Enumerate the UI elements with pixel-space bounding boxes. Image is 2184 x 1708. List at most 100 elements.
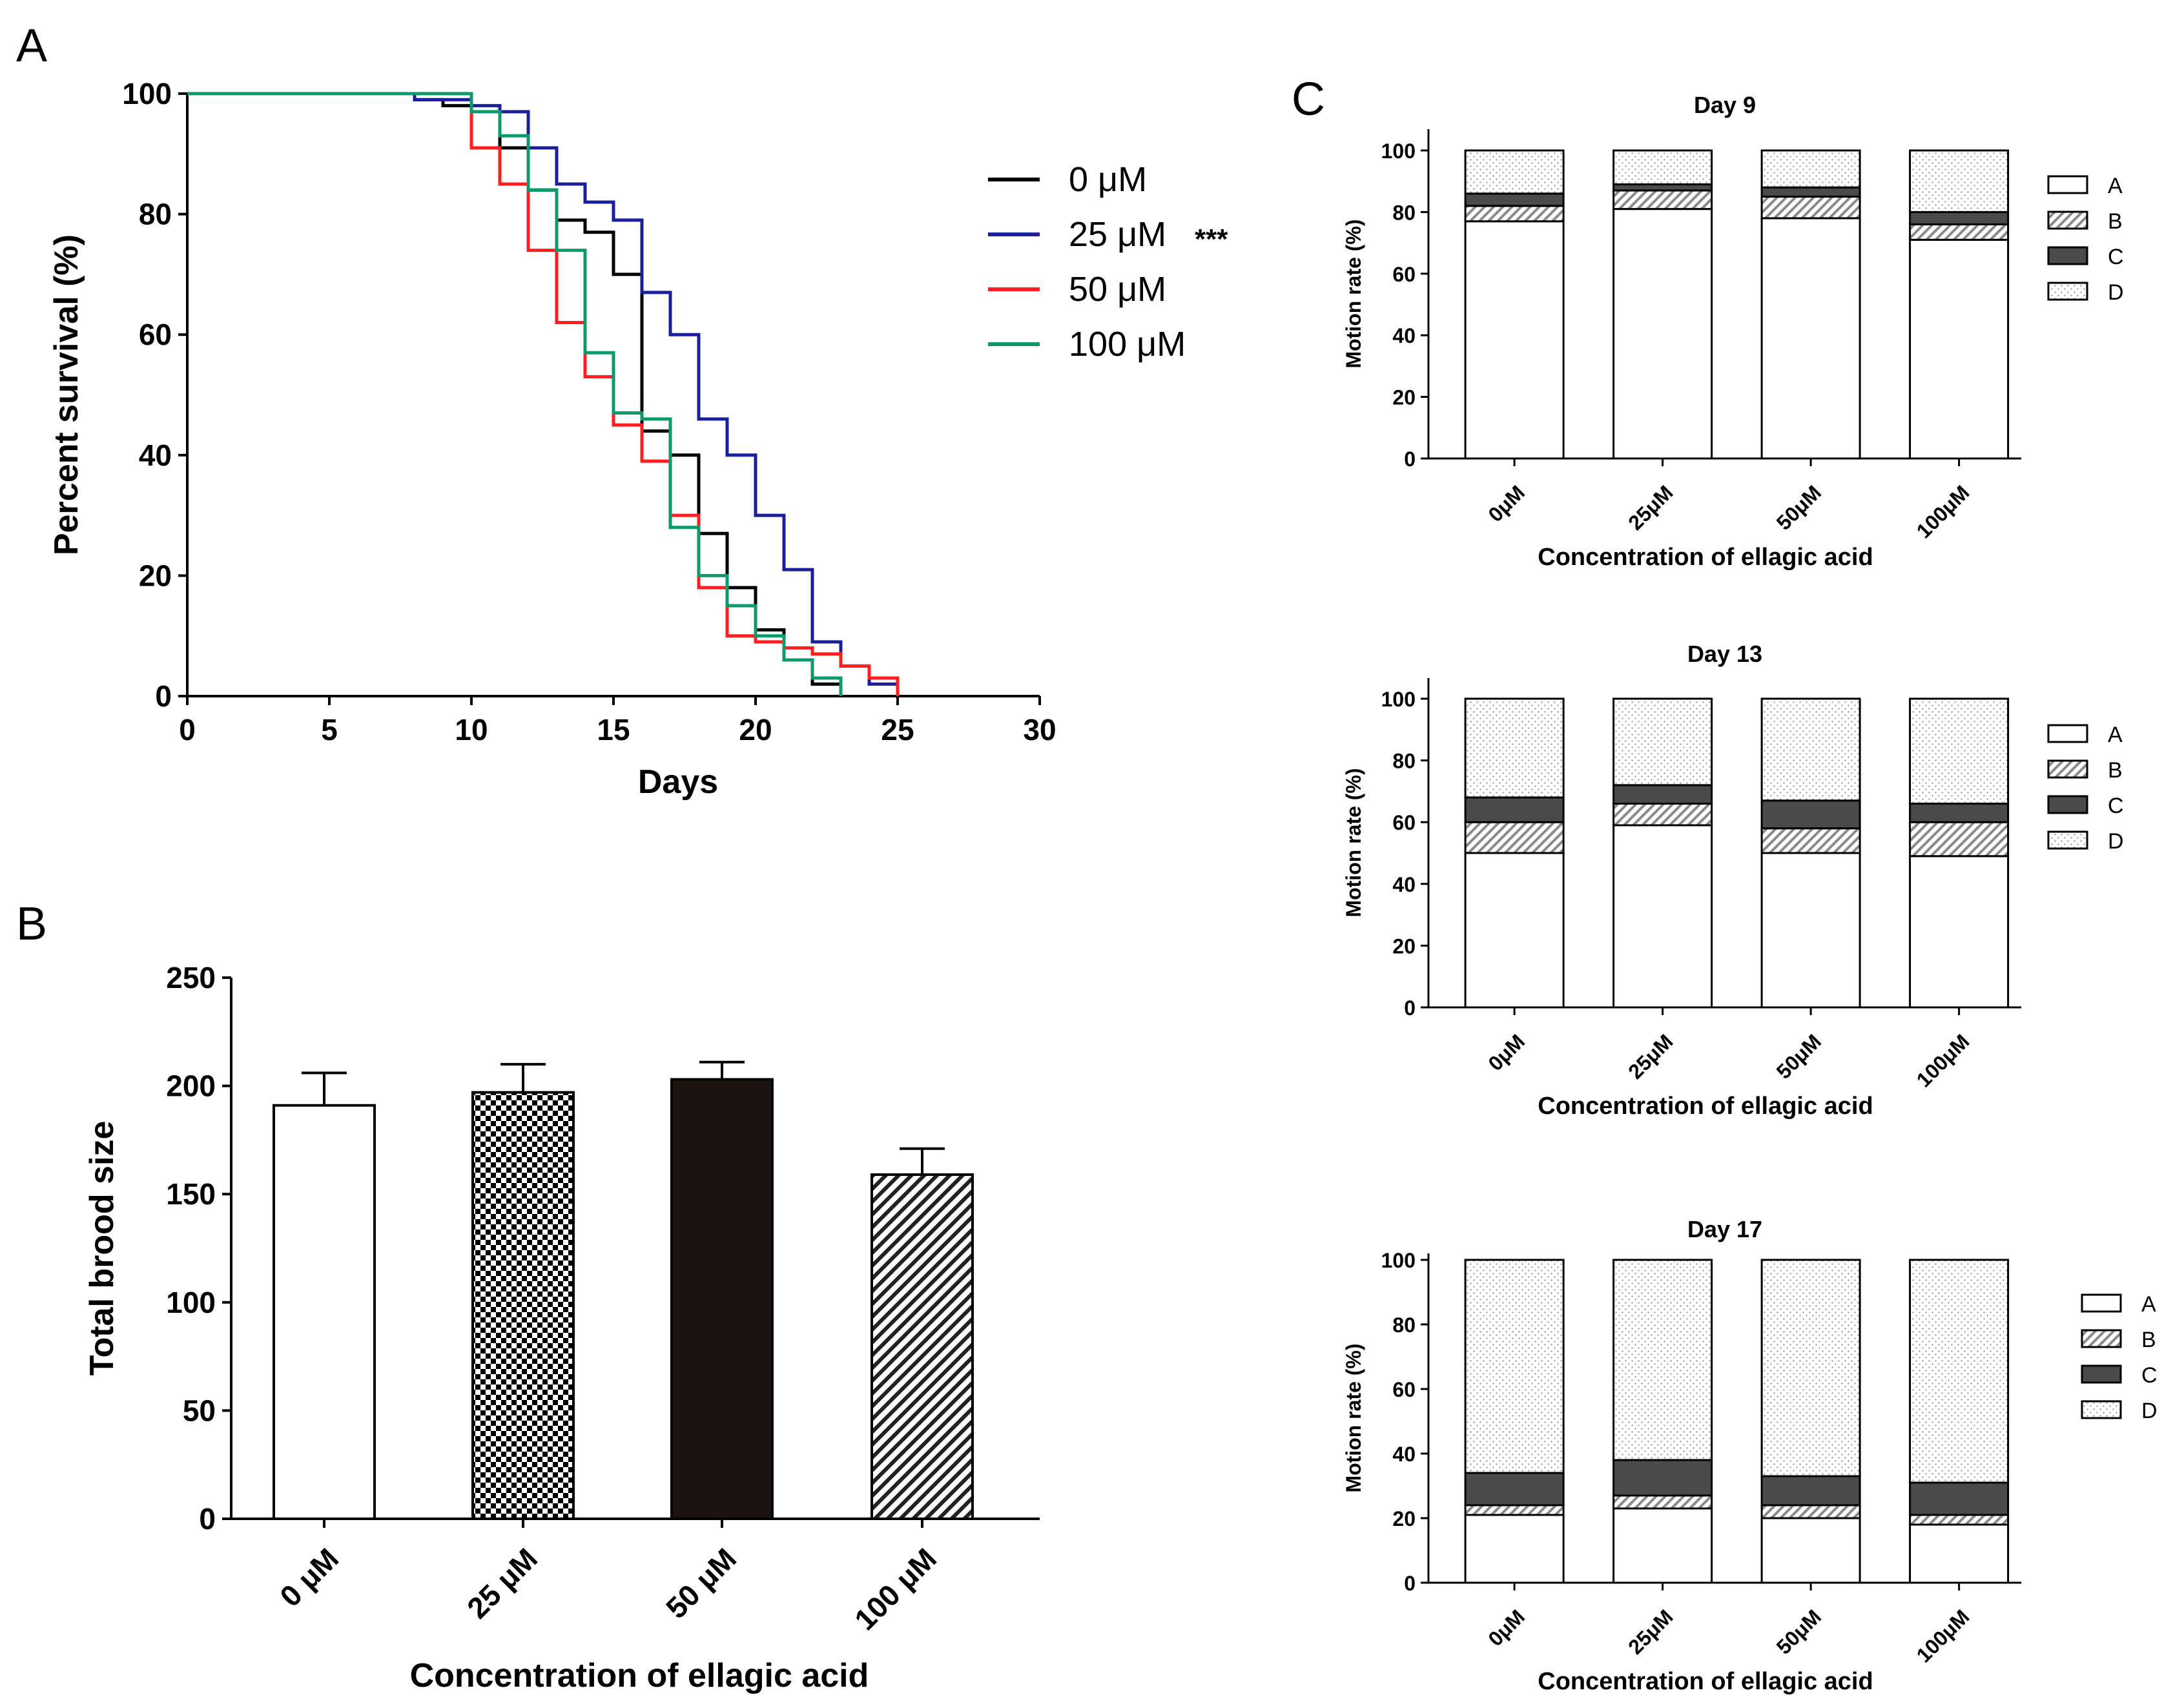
stack-segment-b-3 xyxy=(1909,821,2010,858)
legend-label-b: B xyxy=(2141,1328,2156,1352)
y-axis-title: Motion rate (%) xyxy=(1342,768,1365,917)
stack-segment-a-1 xyxy=(1612,824,1713,1009)
y-tick-label: 60 xyxy=(139,318,172,351)
x-tick-label: 25 xyxy=(881,713,914,746)
x-tick-label: 100 μM xyxy=(848,1541,943,1636)
y-axis-title: Total brood size xyxy=(83,1121,121,1376)
stack-segment-b-2 xyxy=(1760,196,1861,220)
x-tick-label: 0μM xyxy=(1483,1605,1529,1651)
motion-rate-day9-chart: Day 9 0 20 40 60 80 100 0μM 25μM 50μM 100μM Concent… xyxy=(1342,92,2124,571)
y-tick-label: 60 xyxy=(1392,811,1416,834)
y-tick-label: 200 xyxy=(166,1069,216,1103)
survival-line-3 xyxy=(187,92,843,696)
y-tick-label: 0 xyxy=(1404,448,1416,471)
legend-label-c: C xyxy=(2108,245,2124,269)
legend-label-d: D xyxy=(2108,280,2124,305)
brood-bar-1 xyxy=(471,1091,575,1520)
stack-segment-a-2 xyxy=(1760,1517,1861,1584)
x-tick-label: 10 xyxy=(455,713,488,746)
stack-segment-a-1 xyxy=(1612,208,1713,460)
legend-swatch-d xyxy=(2047,282,2088,301)
legend-label-1: 25 μM xyxy=(1069,215,1166,254)
stack-segment-b-2 xyxy=(1760,827,1861,854)
x-axis-title: Days xyxy=(638,763,718,801)
y-tick-label: 20 xyxy=(1392,934,1416,958)
x-tick-label: 30 xyxy=(1023,713,1056,746)
y-tick-label: 60 xyxy=(1392,263,1416,286)
x-tick-label: 25 μM xyxy=(460,1541,544,1625)
stack-segment-d-2 xyxy=(1760,149,1861,189)
x-axis-title: Concentration of ellagic acid xyxy=(1538,544,1873,571)
brood-size-chart: 0 50 100 150 200 250 0 μM 25 μM 50 μM 100 μM Conce… xyxy=(83,961,1040,1694)
panel-label-c: C xyxy=(1292,74,1325,125)
y-tick-label: 100 xyxy=(1381,1249,1416,1272)
legend-label-3: 100 μM xyxy=(1069,325,1186,364)
y-tick-label: 250 xyxy=(166,961,216,994)
y-tick-label: 80 xyxy=(1392,201,1416,224)
stack-segment-b-2 xyxy=(1760,1504,1861,1519)
legend-swatch-d xyxy=(2081,1400,2122,1419)
y-tick-label: 60 xyxy=(1392,1378,1416,1401)
y-tick-label: 40 xyxy=(1392,324,1416,347)
panel-label-a: A xyxy=(16,20,47,72)
stack-segment-c-0 xyxy=(1464,1472,1565,1507)
y-tick-label: 100 xyxy=(122,77,172,110)
legend-label-2: 50 μM xyxy=(1069,270,1166,309)
legend-swatch-a xyxy=(2047,175,2088,194)
legend-label-d: D xyxy=(2141,1399,2158,1423)
x-axis-title: Concentration of ellagic acid xyxy=(410,1657,869,1694)
stack-segment-a-2 xyxy=(1760,217,1861,460)
stack-segment-c-1 xyxy=(1612,1459,1713,1497)
legend-label-a: A xyxy=(2108,723,2123,747)
legend-label-a: A xyxy=(2141,1292,2156,1317)
survival-line-2 xyxy=(187,92,900,696)
legend-label-a: A xyxy=(2108,174,2123,198)
stack-segment-a-3 xyxy=(1909,238,2010,460)
stack-segment-c-2 xyxy=(1760,799,1861,830)
stack-segment-a-1 xyxy=(1612,1507,1713,1584)
legend-label-b: B xyxy=(2108,758,2123,783)
legend-swatch-b xyxy=(2047,759,2088,779)
stack-segment-a-0 xyxy=(1464,220,1565,460)
x-tick-label: 0μM xyxy=(1483,480,1529,526)
legend-label-c: C xyxy=(2141,1363,2158,1388)
x-tick-label: 15 xyxy=(597,713,630,746)
stack-segment-c-3 xyxy=(1909,1481,2010,1516)
stack-segment-d-0 xyxy=(1464,697,1565,799)
x-tick-label: 50 μM xyxy=(659,1541,743,1625)
motion-rate-day13-chart: Day 13 0 20 40 60 80 100 0μM 25μM 50μM 100μM Concen… xyxy=(1342,641,2124,1120)
y-tick-label: 40 xyxy=(139,438,172,472)
x-tick-label: 25μM xyxy=(1623,480,1677,534)
legend-swatch-c xyxy=(2081,1364,2122,1384)
x-axis-title: Concentration of ellagic acid xyxy=(1538,1668,1873,1695)
y-tick-label: 150 xyxy=(166,1177,216,1211)
stack-segment-b-3 xyxy=(1909,1514,2010,1526)
brood-bar-3 xyxy=(871,1173,974,1520)
motion-rate-day17-chart: Day 17 0 20 40 60 80 100 0μM 25μM 50μM 100μM Concen… xyxy=(1342,1216,2158,1695)
stack-segment-b-0 xyxy=(1464,1504,1565,1516)
stack-segment-d-0 xyxy=(1464,149,1565,195)
y-tick-label: 0 xyxy=(155,679,172,713)
y-tick-label: 80 xyxy=(1392,750,1416,773)
y-tick-label: 80 xyxy=(1392,1313,1416,1337)
x-tick-label: 0 xyxy=(179,713,196,746)
y-axis-title: Motion rate (%) xyxy=(1342,1343,1365,1492)
x-tick-label: 5 xyxy=(321,713,338,746)
stack-segment-b-3 xyxy=(1909,223,2010,241)
y-tick-label: 40 xyxy=(1392,873,1416,896)
y-tick-label: 20 xyxy=(1392,1507,1416,1530)
stack-segment-a-3 xyxy=(1909,1523,2010,1584)
stack-segment-c-2 xyxy=(1760,186,1861,198)
y-axis-title: Motion rate (%) xyxy=(1342,219,1365,368)
legend-label-b: B xyxy=(2108,209,2123,234)
legend-label-0: 0 μM xyxy=(1069,160,1147,199)
x-tick-label: 50μM xyxy=(1772,1029,1826,1083)
y-tick-label: 100 xyxy=(1381,688,1416,711)
stack-segment-c-2 xyxy=(1760,1475,1861,1507)
y-tick-label: 50 xyxy=(183,1394,216,1427)
stack-segment-a-2 xyxy=(1760,852,1861,1009)
y-tick-label: 100 xyxy=(1381,139,1416,163)
x-axis-title: Concentration of ellagic acid xyxy=(1538,1093,1873,1120)
stack-segment-b-1 xyxy=(1612,803,1713,827)
